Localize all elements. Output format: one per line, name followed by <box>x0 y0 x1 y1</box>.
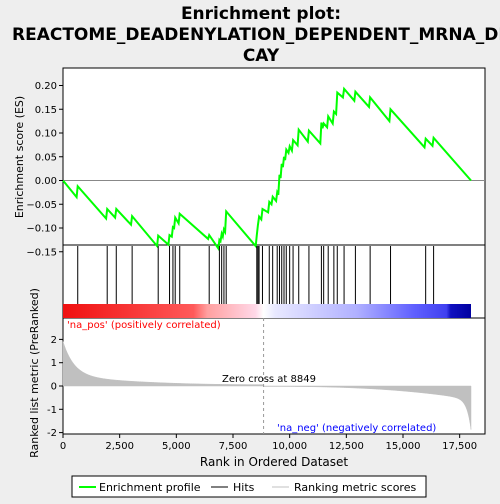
negative-correlation-label: 'na_neg' (negatively correlated) <box>277 423 436 434</box>
es-tick-label: −0.05 <box>26 200 57 211</box>
hit-marks <box>77 246 435 304</box>
positive-correlation-label: 'na_pos' (positively correlated) <box>67 320 221 331</box>
metric-y-axis: -2 -1 0 1 2 <box>47 335 63 439</box>
x-tick-label: 17,500 <box>442 441 477 452</box>
x-axis: 0 2,500 5,000 7,500 10,000 12,500 15,000 17,500 <box>60 434 477 452</box>
es-tick-label: −0.15 <box>26 247 57 258</box>
correlation-bar <box>63 304 471 318</box>
metric-tick-label: 2 <box>51 335 57 346</box>
x-tick-label: 5,000 <box>162 441 191 452</box>
es-tick-label: 0.10 <box>35 129 57 140</box>
chart-title-line2: REACTOME_DEADENYLATION_DEPENDENT_MRNA_DE <box>12 25 500 45</box>
legend: Enrichment profile Hits Ranking metric s… <box>71 475 427 498</box>
x-tick-label: 2,500 <box>105 441 134 452</box>
es-tick-label: 0.00 <box>35 176 57 187</box>
metric-axis-title: Ranked list metric (PreRanked) <box>28 288 41 458</box>
es-tick-label: 0.20 <box>35 81 57 92</box>
chart-title-line3: CAY <box>243 46 280 66</box>
ranking-metric-fill <box>62 341 472 430</box>
chart-title-line1: Enrichment plot: <box>181 4 341 24</box>
ranking-metric-area <box>62 341 472 430</box>
es-tick-label: 0.15 <box>35 105 57 116</box>
zero-cross-label: Zero cross at 8849 <box>222 374 316 385</box>
metric-tick-label: -1 <box>47 405 57 416</box>
x-tick-label: 7,500 <box>219 441 248 452</box>
legend-enrichment-label: Enrichment profile <box>99 481 201 494</box>
metric-tick-label: 0 <box>51 382 57 393</box>
metric-tick-label: 1 <box>51 358 57 369</box>
es-y-axis: −0.15 −0.10 −0.05 0.00 0.05 0.10 0.15 0.20 <box>26 81 63 258</box>
legend-box <box>71 475 427 498</box>
es-tick-label: 0.05 <box>35 152 57 163</box>
es-tick-label: −0.10 <box>26 224 57 235</box>
x-tick-label: 10,000 <box>272 441 307 452</box>
legend-ranking-label: Ranking metric scores <box>294 481 416 494</box>
enrichment-profile-series <box>62 86 472 252</box>
correlation-color-bar <box>63 304 471 318</box>
x-tick-label: 15,000 <box>386 441 421 452</box>
enrichment-profile-line <box>62 86 472 252</box>
es-axis-title: Enrichment score (ES) <box>13 96 26 218</box>
metric-tick-label: -2 <box>47 428 57 439</box>
x-axis-title: Rank in Ordered Dataset <box>200 455 348 469</box>
x-tick-label: 0 <box>60 441 66 452</box>
x-tick-label: 12,500 <box>329 441 364 452</box>
legend-hits-label: Hits <box>233 481 255 494</box>
es-panel <box>62 67 486 246</box>
